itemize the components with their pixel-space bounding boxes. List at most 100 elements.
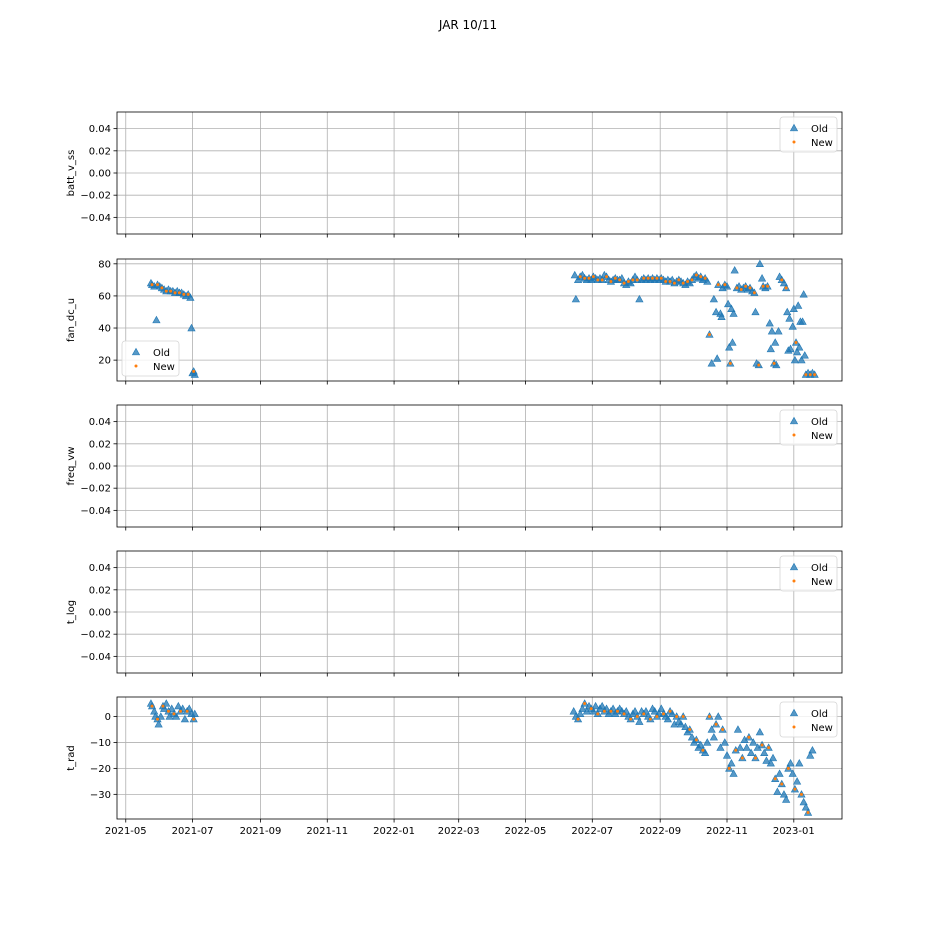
data-point-old xyxy=(779,790,789,798)
data-point-new xyxy=(646,276,650,280)
legend-label-new: New xyxy=(153,362,175,373)
data-point-old xyxy=(167,704,176,712)
data-point-new xyxy=(602,709,606,713)
data-point-old xyxy=(797,355,806,364)
axes-frame xyxy=(116,111,843,235)
data-point-old xyxy=(727,758,736,767)
legend-label-old: Old xyxy=(811,124,828,135)
data-point-old xyxy=(729,309,738,317)
legend-label-old: Old xyxy=(153,348,170,359)
legend: Old New xyxy=(779,555,838,592)
data-point-old xyxy=(663,714,672,723)
data-point-old xyxy=(808,745,817,754)
data-point-new xyxy=(681,714,685,718)
data-point-new xyxy=(177,291,181,295)
data-point-old xyxy=(162,699,171,707)
data-point-old xyxy=(723,299,733,308)
data-point-new xyxy=(794,340,798,344)
data-point-new xyxy=(716,283,720,287)
figure-title: JAR 10/11 xyxy=(438,18,497,32)
data-point-new xyxy=(744,284,748,288)
data-point-new xyxy=(591,275,595,279)
axes-frame xyxy=(116,550,843,674)
data-point-old xyxy=(152,315,161,324)
data-point-new xyxy=(583,276,587,280)
x-tick-label: 2022-05 xyxy=(505,826,547,837)
legend: Old New xyxy=(121,340,180,377)
data-point-old xyxy=(714,712,723,720)
data-point-new xyxy=(150,704,154,708)
data-point-old xyxy=(635,717,644,725)
data-point-new xyxy=(740,756,744,760)
x-tick-label: 2021-07 xyxy=(172,826,214,837)
data-point-new xyxy=(793,787,797,791)
data-point-new xyxy=(648,717,652,721)
y-tick-label: 0.00 xyxy=(89,169,111,180)
y-tick-label: 60 xyxy=(98,291,111,302)
y-axis-label: batt_v_ss xyxy=(66,150,77,197)
data-point-old xyxy=(598,701,607,710)
data-point-new xyxy=(609,279,613,283)
y-tick-label: 0 xyxy=(105,712,111,723)
y-axis-label: t_log xyxy=(66,600,77,624)
data-point-new xyxy=(172,712,176,716)
data-point-new xyxy=(739,288,743,291)
data-point-old xyxy=(783,307,792,316)
data-point-old xyxy=(687,733,697,741)
y-axis-label: t_rad xyxy=(66,745,77,771)
x-tick-label: 2022-03 xyxy=(438,826,480,837)
data-point-new xyxy=(799,792,803,796)
legend-marker-new xyxy=(792,140,796,144)
data-point-new xyxy=(748,286,752,290)
data-point-new xyxy=(753,756,757,760)
data-point-new xyxy=(161,704,165,708)
data-point-new xyxy=(703,276,707,280)
data-point-new xyxy=(179,709,183,713)
data-point-new xyxy=(605,275,609,279)
legend-label-old: Old xyxy=(811,563,828,574)
data-point-new xyxy=(808,373,812,377)
data-point-old xyxy=(174,701,183,710)
data-point-old xyxy=(766,758,775,767)
data-point-old xyxy=(709,294,718,303)
legend-marker-old xyxy=(131,347,141,356)
data-point-new xyxy=(642,276,646,280)
data-point-old xyxy=(782,795,791,803)
y-tick-label: 20 xyxy=(98,356,111,367)
data-point-old xyxy=(571,294,580,303)
data-point-old xyxy=(755,259,764,267)
data-point-new xyxy=(589,707,593,711)
axes-frame xyxy=(116,404,843,528)
data-point-old xyxy=(790,355,800,364)
data-point-old xyxy=(799,290,808,298)
data-point-new xyxy=(659,276,663,280)
data-point-old xyxy=(795,343,804,351)
x-tick-label: 2022-11 xyxy=(706,826,748,837)
data-point-new xyxy=(609,709,613,713)
data-point-old xyxy=(765,318,774,327)
legend-label-old: Old xyxy=(811,417,828,428)
data-point-old xyxy=(635,294,644,303)
data-point-old xyxy=(733,725,743,733)
data-point-new xyxy=(596,712,600,716)
data-point-old xyxy=(794,301,803,309)
x-tick-label: 2021-09 xyxy=(240,826,282,837)
data-point-old xyxy=(801,803,810,811)
data-point-old xyxy=(774,327,783,335)
data-point-old xyxy=(589,707,598,715)
axes-frame xyxy=(116,258,843,382)
data-point-old xyxy=(755,727,764,736)
data-point-old xyxy=(657,704,666,712)
data-point-old xyxy=(762,756,771,764)
data-point-old xyxy=(186,293,195,301)
data-point-old xyxy=(696,740,705,749)
data-point-new xyxy=(688,727,692,731)
data-point-new xyxy=(699,275,703,279)
data-point-old xyxy=(156,712,165,720)
data-point-new xyxy=(622,281,626,285)
data-point-old xyxy=(722,751,732,759)
legend: Old New xyxy=(779,116,838,153)
y-tick-label: 0.00 xyxy=(89,462,111,473)
data-point-new xyxy=(587,276,591,280)
